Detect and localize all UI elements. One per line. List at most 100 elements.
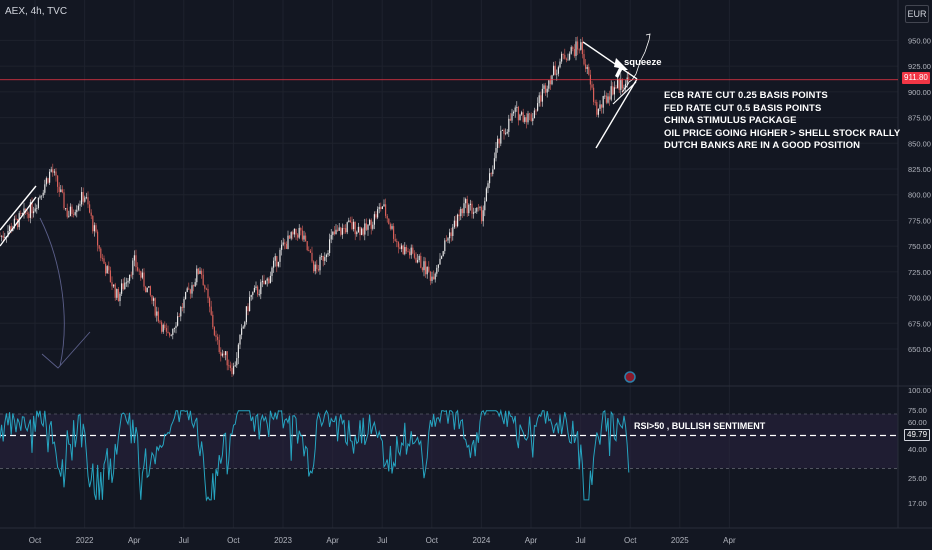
candle-body [501, 130, 503, 131]
rsi-y-tick-label: 40.00 [908, 445, 927, 454]
candle-body [372, 224, 374, 229]
candle-body [191, 285, 193, 294]
candle-body [199, 270, 201, 274]
candle-body [55, 171, 57, 176]
candle-body [20, 213, 22, 214]
rsi-y-tick-label: 75.00 [908, 406, 927, 415]
candle-body [394, 238, 396, 242]
candle-body [565, 58, 567, 60]
candle-body [322, 255, 324, 261]
candle-body [594, 101, 596, 103]
candle-body [346, 222, 348, 233]
candle-body [93, 225, 95, 232]
candle-body [396, 241, 398, 243]
candle-body [345, 228, 347, 233]
candle-body [570, 47, 572, 54]
candle-body [135, 255, 137, 268]
y-tick-label: 750.00 [908, 242, 931, 251]
candle-body [180, 307, 182, 317]
candle-body [263, 280, 265, 285]
candle-body [556, 73, 558, 75]
candle-body [159, 321, 161, 323]
candle-body [87, 197, 89, 205]
candle-body [127, 280, 129, 283]
candle-body [397, 242, 399, 248]
candle-body [90, 212, 92, 216]
squeeze-annotation: squeeze [624, 57, 662, 68]
candle-body [402, 245, 404, 255]
candle-body [124, 282, 126, 290]
candle-body [247, 306, 249, 312]
candle-body [121, 283, 123, 294]
candle-body [290, 232, 292, 239]
candle-body [287, 235, 289, 249]
candle-body [330, 234, 332, 240]
wedge-upper-line-left [0, 185, 37, 231]
candle-body [329, 239, 331, 254]
candle-body [175, 325, 177, 329]
candle-body [527, 113, 529, 123]
candle-body [620, 79, 622, 90]
note-line-5: DUTCH BANKS ARE IN A GOOD POSITION [664, 140, 861, 151]
candle-body [410, 247, 412, 256]
x-tick-label: Oct [29, 536, 42, 545]
candle-body [517, 107, 519, 121]
candle-body [567, 59, 569, 61]
candle-body [237, 344, 239, 359]
candle-body [373, 214, 375, 225]
candle-body [623, 87, 625, 89]
x-tick-label: Apr [128, 536, 141, 545]
rsi-y-tick-label: 17.00 [908, 499, 927, 508]
candle-body [281, 244, 283, 250]
candle-body [84, 197, 86, 202]
candle-body [241, 328, 243, 335]
x-tick-label: 2024 [473, 536, 491, 545]
candle-body [44, 184, 46, 193]
x-tick-label: Jul [377, 536, 387, 545]
candle-body [220, 352, 222, 356]
candle-body [201, 270, 203, 275]
last-price-badge: 911.80 [902, 72, 930, 84]
candle-body [161, 322, 163, 332]
candle-body [58, 186, 60, 193]
candle-body [221, 353, 223, 356]
candle-body [274, 256, 276, 261]
event-marker-icon [624, 371, 636, 383]
candle-body [580, 42, 582, 50]
candle-body [33, 211, 35, 214]
candle-body [613, 87, 615, 95]
candle-body [511, 113, 513, 121]
candle-body [298, 227, 300, 238]
candle-body [162, 324, 164, 332]
candle-body [217, 336, 219, 340]
candle-body [417, 260, 419, 263]
candle-body [497, 138, 499, 149]
candle-body [482, 210, 484, 222]
candle-body [81, 192, 83, 205]
currency-button[interactable]: EUR [905, 5, 929, 23]
candle-body [113, 284, 115, 287]
candle-body [423, 261, 425, 271]
x-tick-label: Jul [575, 536, 585, 545]
candle-body [273, 260, 275, 268]
candle-body [29, 202, 31, 218]
y-tick-label: 925.00 [908, 62, 931, 71]
candle-body [530, 114, 532, 121]
candle-body [503, 130, 505, 134]
candle-body [301, 230, 303, 240]
x-tick-label: Jul [179, 536, 189, 545]
x-tick-label: Apr [723, 536, 736, 545]
candle-body [404, 247, 406, 255]
candle-body [28, 213, 30, 218]
candle-body [583, 54, 585, 65]
x-tick-label: Oct [624, 536, 637, 545]
candle-body [26, 212, 28, 214]
y-tick-label: 650.00 [908, 345, 931, 354]
candle-body [607, 96, 609, 103]
candle-body [522, 112, 524, 122]
candle-body [261, 280, 263, 283]
candle-body [245, 306, 247, 323]
projection-arrow [39, 217, 91, 369]
candle-body [226, 351, 228, 366]
